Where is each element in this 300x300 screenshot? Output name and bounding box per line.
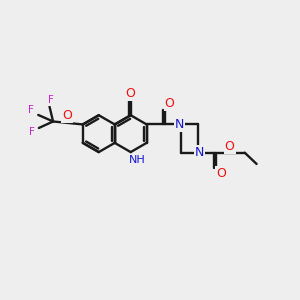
Text: O: O — [165, 97, 175, 110]
Text: F: F — [28, 105, 34, 115]
Text: O: O — [216, 167, 226, 180]
Text: N: N — [195, 146, 204, 159]
Text: N: N — [175, 118, 184, 130]
Text: NH: NH — [129, 155, 146, 165]
Text: O: O — [62, 109, 72, 122]
Text: F: F — [48, 95, 54, 105]
Text: F: F — [29, 127, 35, 137]
Text: O: O — [126, 87, 136, 100]
Text: O: O — [225, 140, 235, 153]
